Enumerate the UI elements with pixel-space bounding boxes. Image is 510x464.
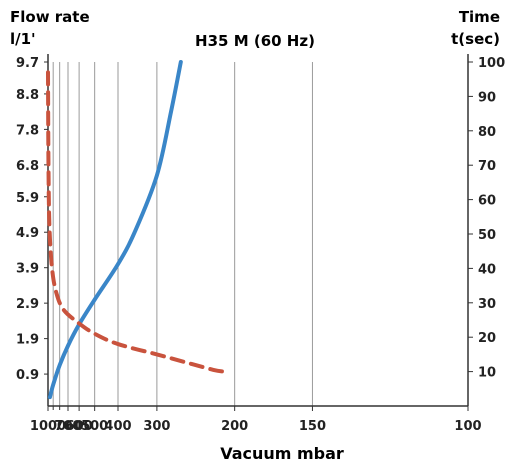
y-right-tick-label: 10 [478, 366, 496, 381]
y-right-tick-label: 20 [478, 331, 496, 346]
y-left-tick-label: 6.8 [16, 159, 39, 174]
y-right-tick-label: 80 [478, 125, 496, 140]
x-tick-label: 200 [221, 419, 248, 434]
y-left-tick-label: 8.8 [16, 88, 39, 103]
y-left-tick-label: 1.9 [16, 333, 39, 348]
y-left-tick-label: 9.7 [16, 56, 39, 71]
y-left-tick-label: 4.9 [16, 226, 39, 241]
y-left-tick-label: 3.9 [16, 262, 39, 277]
y-left-tick-label: 5.9 [16, 191, 39, 206]
series [46, 60, 226, 400]
y-left-tick-label: 7.8 [16, 123, 39, 138]
y-right-tick-label: 70 [478, 159, 496, 174]
y-right-tick-label: 100 [478, 56, 505, 71]
y-right-tick-label: 60 [478, 194, 496, 209]
time-curve [46, 70, 226, 374]
x-tick-label: 700 [54, 419, 81, 434]
y-left-tick-label: 2.9 [16, 297, 39, 312]
x-tick-label: 500 [81, 419, 108, 434]
y-left-label-line2: l/1' [10, 30, 36, 48]
x-tick-label: 150 [299, 419, 326, 434]
flow-rate-curve [47, 60, 183, 400]
y-right-label-line1: Time [459, 8, 500, 26]
grid [47, 62, 469, 406]
x-tick-label: 100 [454, 419, 481, 434]
y-left-tick-label: 0.9 [16, 368, 39, 383]
y-right-tick-label: 30 [478, 297, 496, 312]
x-tick-label: 400 [104, 419, 131, 434]
y-right-tick-label: 90 [478, 90, 496, 105]
y-left-label-line1: Flow rate [10, 8, 90, 26]
x-tick-label: 600 [66, 419, 93, 434]
chart-title: H35 M (60 Hz) [195, 32, 315, 50]
y-right-label-line2: t(sec) [451, 30, 500, 48]
axes: 9.7 8.8 7.8 6.8 5.9 4.9 3.9 2.9 1.9 0.9 100 90 80 70 6… [16, 54, 505, 434]
y-right-tick-label: 50 [478, 228, 496, 243]
y-right-tick-label: 40 [478, 262, 496, 277]
x-axis-label: Vacuum mbar [220, 444, 344, 463]
x-tick-label: 1000 [30, 419, 66, 434]
x-tick-label: 300 [143, 419, 170, 434]
